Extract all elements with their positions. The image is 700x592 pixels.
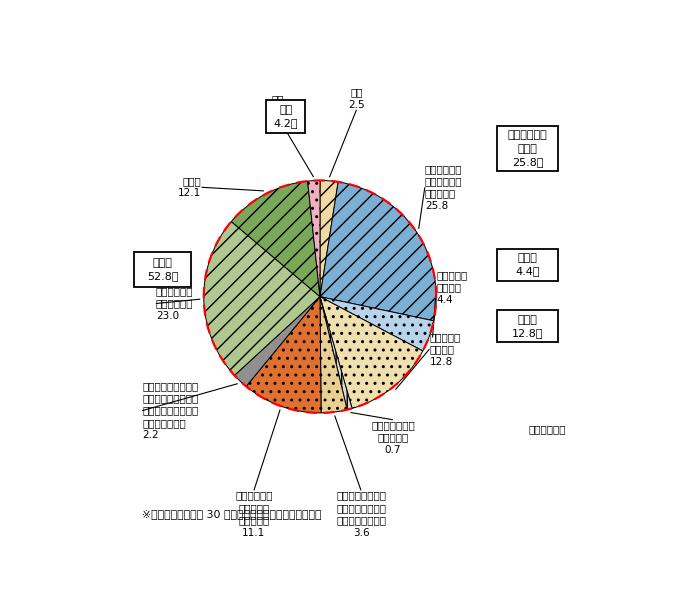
- Text: その他
52.8％: その他 52.8％: [147, 258, 178, 281]
- Text: 売却用
12.8％: 売却用 12.8％: [512, 315, 543, 338]
- Text: 貳家用
4.4％: 貳家用 4.4％: [515, 253, 540, 276]
- Wedge shape: [320, 297, 347, 413]
- Wedge shape: [234, 297, 320, 387]
- Wedge shape: [320, 297, 352, 410]
- Text: 上記以外の物
置として利用
23.0: 上記以外の物 置として利用 23.0: [156, 286, 193, 321]
- Bar: [267, 100, 305, 133]
- Bar: [496, 310, 558, 342]
- Text: （単位：％）: （単位：％）: [528, 424, 566, 434]
- Wedge shape: [320, 297, 423, 408]
- Text: 転勤、入院などで居
住者が長期不在だが
将来戻る予定のため
物置として利用
2.2: 転勤、入院などで居 住者が長期不在だが 将来戻る予定のため 物置として利用 2.…: [142, 381, 199, 440]
- Wedge shape: [246, 297, 321, 413]
- Text: 不詳
2.5: 不詳 2.5: [348, 88, 365, 110]
- Wedge shape: [307, 181, 320, 297]
- Text: 二次的住宅・
別荘用
25.8％: 二次的住宅・ 別荘用 25.8％: [508, 130, 547, 167]
- Wedge shape: [231, 181, 320, 297]
- Wedge shape: [320, 182, 436, 321]
- Text: 買い手を探
している
12.8: 買い手を探 している 12.8: [429, 332, 461, 366]
- Text: 取り壊し予定
のため利用
していない
11.1: 取り壊し予定 のため利用 していない 11.1: [235, 490, 273, 538]
- Wedge shape: [204, 221, 320, 375]
- Text: ※　四角囲みは平成 30 年住宅・土地統計調査による定義: ※ 四角囲みは平成 30 年住宅・土地統計調査による定義: [142, 509, 322, 519]
- Bar: [496, 249, 558, 281]
- Bar: [134, 252, 191, 287]
- Text: 借り手を探
している
4.4: 借り手を探 している 4.4: [436, 270, 468, 305]
- Wedge shape: [320, 297, 434, 351]
- Text: 寄付・贈与先を
探している
0.7: 寄付・贈与先を 探している 0.7: [371, 420, 415, 455]
- Bar: [496, 126, 558, 171]
- Text: 不明
1.7: 不明 1.7: [270, 94, 286, 117]
- Text: 別荘やセカン
ドハウスなど
として利用
25.8: 別荘やセカン ドハウスなど として利用 25.8: [425, 163, 462, 211]
- Wedge shape: [320, 181, 338, 297]
- Text: その他
12.1: その他 12.1: [178, 176, 202, 198]
- Text: リフォームまたは
建て替え予定のた
め利用していない
3.6: リフォームまたは 建て替え予定のた め利用していない 3.6: [336, 490, 386, 538]
- Text: 不詳
4.2％: 不詳 4.2％: [274, 105, 298, 128]
